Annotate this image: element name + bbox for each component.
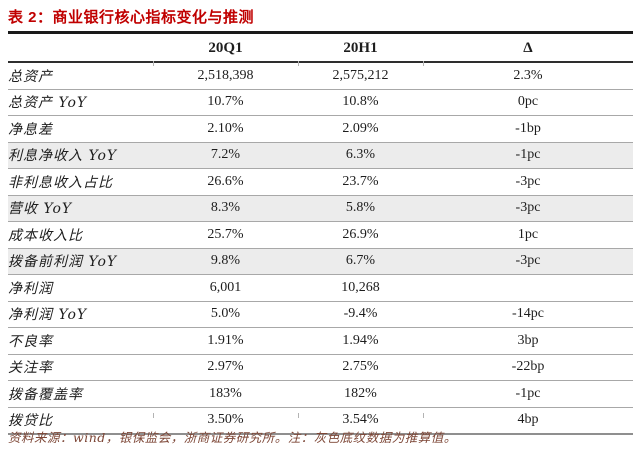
- row-label: 利息净收入 YoY: [8, 142, 153, 169]
- cell-20q1: 2,518,398: [153, 62, 298, 90]
- cell-delta: 4bp: [423, 407, 633, 435]
- cell-20q1: 5.0%: [153, 301, 298, 328]
- row-label: 拨备前利润 YoY: [8, 248, 153, 275]
- cell-20q1: 10.7%: [153, 89, 298, 116]
- cell-20q1: 183%: [153, 380, 298, 408]
- table-row-estimated: 利息净收入 YoY 7.2% 6.3% -1pc: [8, 142, 633, 169]
- header-20h1: 20H1: [298, 35, 423, 63]
- cell-20q1: 6,001: [153, 274, 298, 302]
- cell-delta: -1pc: [423, 142, 633, 169]
- header-delta: Δ: [423, 35, 633, 63]
- cell-delta: -3pc: [423, 168, 633, 196]
- cell-delta: -22bp: [423, 354, 633, 381]
- cell-20q1: 25.7%: [153, 221, 298, 249]
- cell-20h1: 26.9%: [298, 221, 423, 249]
- table-row: 非利息收入占比 26.6% 23.7% -3pc: [8, 168, 633, 196]
- table-row: 不良率 1.91% 1.94% 3bp: [8, 327, 633, 355]
- cell-20h1: 2.75%: [298, 354, 423, 381]
- table-header-row: 20Q1 20H1 Δ: [8, 35, 633, 63]
- table-row: 总资产 2,518,398 2,575,212 2.3%: [8, 62, 633, 90]
- row-label: 总资产 YoY: [8, 89, 153, 116]
- table-row: 关注率 2.97% 2.75% -22bp: [8, 354, 633, 381]
- cell-delta: -1bp: [423, 115, 633, 143]
- row-label: 营收 YoY: [8, 195, 153, 222]
- table-row: 拨备覆盖率 183% 182% -1pc: [8, 380, 633, 408]
- cell-20q1: 2.97%: [153, 354, 298, 381]
- cell-delta: -3pc: [423, 195, 633, 222]
- top-rule-divider: [8, 31, 633, 34]
- row-label: 关注率: [8, 354, 153, 381]
- cell-20h1: 1.94%: [298, 327, 423, 355]
- cell-20h1: 10,268: [298, 274, 423, 302]
- row-label: 不良率: [8, 327, 153, 355]
- cell-20q1: 7.2%: [153, 142, 298, 169]
- column-divider-stub: [298, 413, 299, 418]
- cell-20h1: 23.7%: [298, 168, 423, 196]
- row-label: 非利息收入占比: [8, 168, 153, 196]
- cell-20q1: 2.10%: [153, 115, 298, 143]
- cell-20q1: 8.3%: [153, 195, 298, 222]
- cell-20h1: 5.8%: [298, 195, 423, 222]
- cell-delta: 2.3%: [423, 62, 633, 90]
- cell-20h1: 3.54%: [298, 407, 423, 435]
- cell-delta: 1pc: [423, 221, 633, 249]
- cell-delta: 0pc: [423, 89, 633, 116]
- row-label: 拨备覆盖率: [8, 380, 153, 408]
- column-divider-stub: [423, 413, 424, 418]
- column-divider-stub: [298, 61, 299, 66]
- table-row-estimated: 营收 YoY 8.3% 5.8% -3pc: [8, 195, 633, 222]
- cell-20h1: 10.8%: [298, 89, 423, 116]
- source-note: 资料来源：wind，银保监会，浙商证券研究所。注：灰色底纹数据为推算值。: [8, 430, 457, 445]
- cell-delta: 3bp: [423, 327, 633, 355]
- table-row: 拨贷比 3.50% 3.54% 4bp: [8, 407, 633, 435]
- cell-20q1: 3.50%: [153, 407, 298, 435]
- cell-delta: -3pc: [423, 248, 633, 275]
- cell-20q1: 26.6%: [153, 168, 298, 196]
- table-title: 表 2：商业银行核心指标变化与推测: [8, 9, 255, 26]
- cell-20h1: 6.7%: [298, 248, 423, 275]
- table-row: 净息差 2.10% 2.09% -1bp: [8, 115, 633, 143]
- column-divider-stub: [153, 413, 154, 418]
- header-20q1: 20Q1: [153, 35, 298, 63]
- row-label: 净息差: [8, 115, 153, 143]
- cell-20h1: 6.3%: [298, 142, 423, 169]
- cell-delta: [423, 274, 633, 302]
- row-label: 净利润: [8, 274, 153, 302]
- cell-delta: -14pc: [423, 301, 633, 328]
- cell-20q1: 9.8%: [153, 248, 298, 275]
- cell-20q1: 1.91%: [153, 327, 298, 355]
- core-indicators-table: 20Q1 20H1 Δ 总资产 2,518,398 2,575,212 2.3%…: [8, 35, 633, 435]
- table-row-estimated: 拨备前利润 YoY 9.8% 6.7% -3pc: [8, 248, 633, 275]
- cell-20h1: 2.09%: [298, 115, 423, 143]
- row-label: 拨贷比: [8, 407, 153, 435]
- cell-20h1: 182%: [298, 380, 423, 408]
- table-row: 总资产 YoY 10.7% 10.8% 0pc: [8, 89, 633, 116]
- cell-20h1: -9.4%: [298, 301, 423, 328]
- table-row: 净利润 6,001 10,268: [8, 274, 633, 302]
- cell-delta: -1pc: [423, 380, 633, 408]
- row-label: 成本收入比: [8, 221, 153, 249]
- table-row: 成本收入比 25.7% 26.9% 1pc: [8, 221, 633, 249]
- column-divider-stub: [423, 61, 424, 66]
- header-indicator: [8, 35, 153, 63]
- row-label: 总资产: [8, 62, 153, 90]
- column-divider-stub: [153, 61, 154, 66]
- row-label: 净利润 YoY: [8, 301, 153, 328]
- cell-20h1: 2,575,212: [298, 62, 423, 90]
- table-row: 净利润 YoY 5.0% -9.4% -14pc: [8, 301, 633, 328]
